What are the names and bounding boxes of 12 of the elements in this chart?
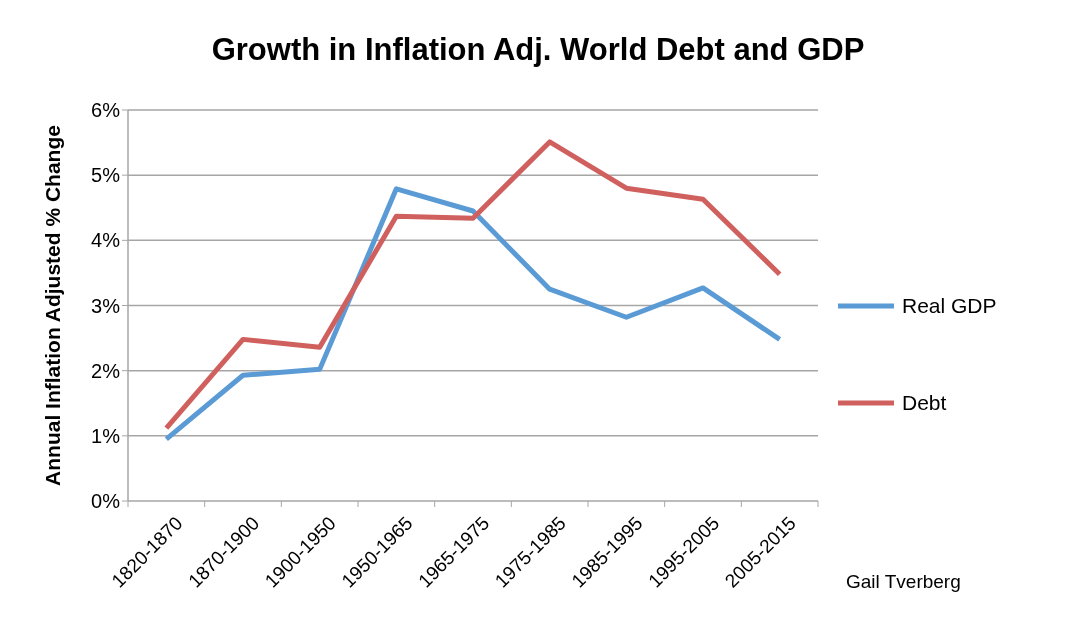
y-tick-label: 1% bbox=[91, 424, 121, 447]
y-tick-label: 6% bbox=[91, 99, 121, 121]
y-tick-label: 2% bbox=[91, 359, 121, 382]
y-axis-title: Annual Inflation Adjusted % Change bbox=[41, 125, 64, 486]
y-tick-label: 0% bbox=[91, 490, 121, 512]
chart-title: Growth in Inflation Adj. World Debt and GDP bbox=[211, 32, 865, 67]
legend-label: Real GDP bbox=[902, 294, 997, 318]
y-tick-label: 3% bbox=[91, 294, 121, 317]
y-tick-label: 4% bbox=[91, 229, 121, 252]
text: Gail Tverberg bbox=[846, 571, 961, 592]
legend-label: Debt bbox=[902, 391, 947, 415]
y-tick-label: 5% bbox=[91, 164, 121, 187]
